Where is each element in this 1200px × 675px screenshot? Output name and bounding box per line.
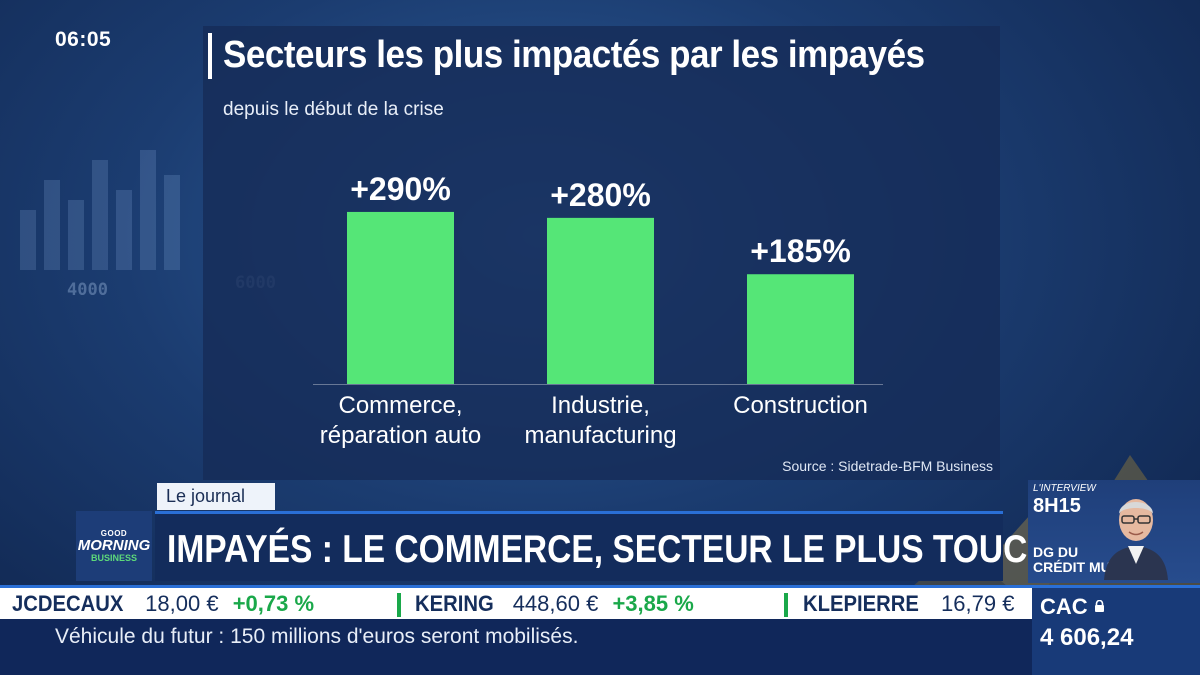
ticker-separator	[397, 593, 401, 617]
ticker-separator	[784, 593, 788, 617]
title-accent-bar	[208, 33, 212, 79]
chart-subtitle: depuis le début de la crise	[223, 99, 444, 120]
category-label: manufacturing	[524, 422, 676, 449]
headline-banner: IMPAYÉS : LE COMMERCE, SECTEUR LE PLUS T…	[155, 511, 1074, 581]
ticker-price: 18,00 €	[145, 591, 219, 616]
ticker-price: 16,79 €	[941, 591, 1015, 616]
ticker-item: KERING 448,60 € +3,85 %	[415, 591, 694, 617]
interview-role-line-1: DG DU	[1033, 544, 1079, 560]
ticker-name: KERING	[415, 591, 494, 616]
ticker-price: 448,60 €	[512, 591, 599, 616]
chart-panel: Secteurs les plus impactés par les impay…	[203, 26, 1000, 480]
ticker-change: +3,85 %	[612, 591, 694, 616]
index-name: CAC	[1040, 594, 1088, 619]
bar-chart: +290% Commerce, réparation auto +280% Indust…	[313, 171, 883, 449]
news-crawl: Véhicule du futur : 150 millions d'euros…	[0, 619, 1032, 675]
logo-line-3: BUSINESS	[90, 553, 137, 563]
logo-line-1: GOOD	[100, 529, 128, 538]
interview-time: 8H15	[1033, 495, 1081, 517]
bar	[747, 274, 854, 384]
stock-ticker: JCDECAUX 18,00 € +0,73 % KERING 448,60 €…	[0, 585, 1032, 619]
category-label: Construction	[733, 392, 868, 419]
chart-title: Secteurs les plus impactés par les impay…	[223, 34, 925, 76]
index-box: CAC 4 606,24	[1032, 585, 1200, 675]
headline-text: IMPAYÉS : LE COMMERCE, SECTEUR LE PLUS T…	[167, 528, 1074, 571]
program-tag: Le journal	[157, 483, 275, 510]
category-label: Commerce,	[338, 392, 462, 419]
ticker-name: KLEPIERRE	[803, 591, 919, 616]
category-label: réparation auto	[320, 422, 481, 449]
logo-line-2: MORNING	[77, 537, 151, 554]
bar	[547, 217, 654, 384]
index-value: 4 606,24	[1040, 624, 1134, 651]
bar-value-label: +290%	[350, 171, 451, 207]
show-logo: GOOD MORNING BUSINESS	[76, 511, 152, 581]
guest-avatar	[1104, 499, 1168, 580]
bar-value-label: +280%	[550, 177, 651, 213]
interview-label: L'INTERVIEW	[1033, 483, 1096, 494]
ticker-item: JCDECAUX 18,00 € +0,73 %	[12, 591, 314, 617]
lock-icon	[1095, 600, 1104, 612]
chart-source: Source : Sidetrade-BFM Business	[782, 458, 993, 474]
ticker-item: KLEPIERRE 16,79 €	[803, 591, 1022, 617]
news-text: Véhicule du futur : 150 millions d'euros…	[55, 625, 579, 648]
ticker-name: JCDECAUX	[12, 591, 124, 616]
background-number: 4000	[67, 280, 108, 300]
background-bar-graphic	[20, 140, 200, 270]
category-label: Industrie,	[551, 392, 650, 419]
ticker-change: +0,73 %	[232, 591, 315, 616]
bar	[347, 211, 454, 384]
bar-value-label: +185%	[750, 233, 851, 269]
clock: 06:05	[55, 28, 112, 51]
